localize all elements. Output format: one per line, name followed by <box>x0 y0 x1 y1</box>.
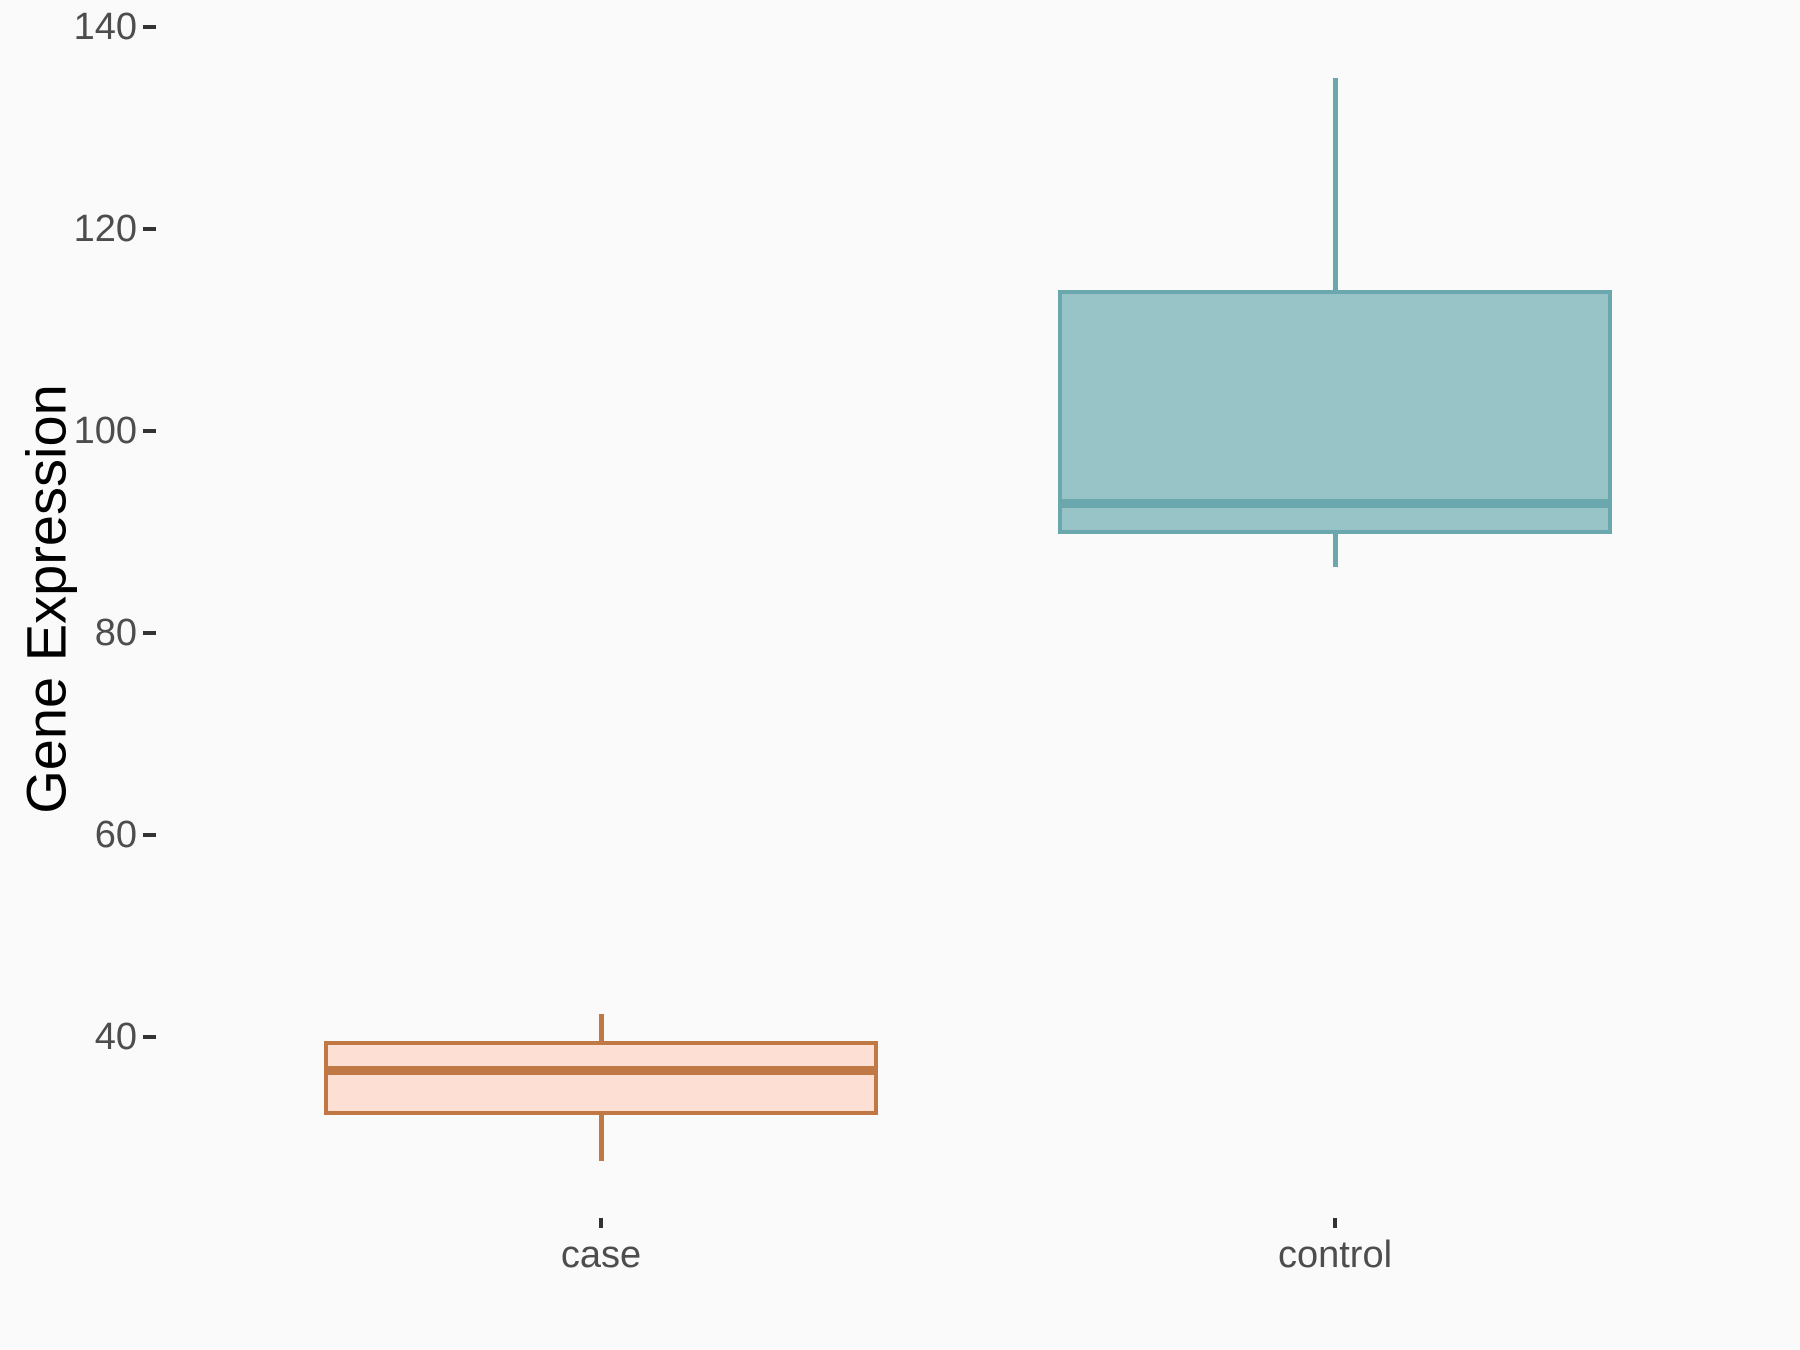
y-tick-label: 100 <box>73 410 137 452</box>
x-tick-mark <box>1333 1218 1337 1228</box>
y-tick-label: 80 <box>94 612 137 654</box>
x-tick-label-case: case <box>560 1234 642 1276</box>
y-tick-mark <box>143 25 156 29</box>
boxplot-control-whisker-lower <box>1332 534 1338 568</box>
y-tick-mark <box>143 227 156 231</box>
boxplot-case-whisker-upper <box>598 1013 604 1042</box>
boxplot-case-median <box>324 1065 878 1075</box>
y-tick-label: 40 <box>94 1016 137 1058</box>
boxplot-control-box <box>1058 289 1612 534</box>
y-tick-mark <box>143 833 156 837</box>
y-tick-mark <box>143 429 156 433</box>
boxplot-control-median <box>1058 499 1612 509</box>
x-tick-label-control: control <box>1277 1234 1393 1276</box>
y-tick-label: 140 <box>73 6 137 48</box>
y-tick-mark <box>143 1035 156 1039</box>
y-tick-label: 120 <box>73 208 137 250</box>
y-tick-label: 60 <box>94 814 137 856</box>
y-tick-mark <box>143 631 156 635</box>
boxplot-case-box <box>324 1041 878 1115</box>
boxplot-control-whisker-upper <box>1332 77 1338 290</box>
x-tick-mark <box>599 1218 603 1228</box>
boxplot-case-whisker-lower <box>598 1114 604 1162</box>
